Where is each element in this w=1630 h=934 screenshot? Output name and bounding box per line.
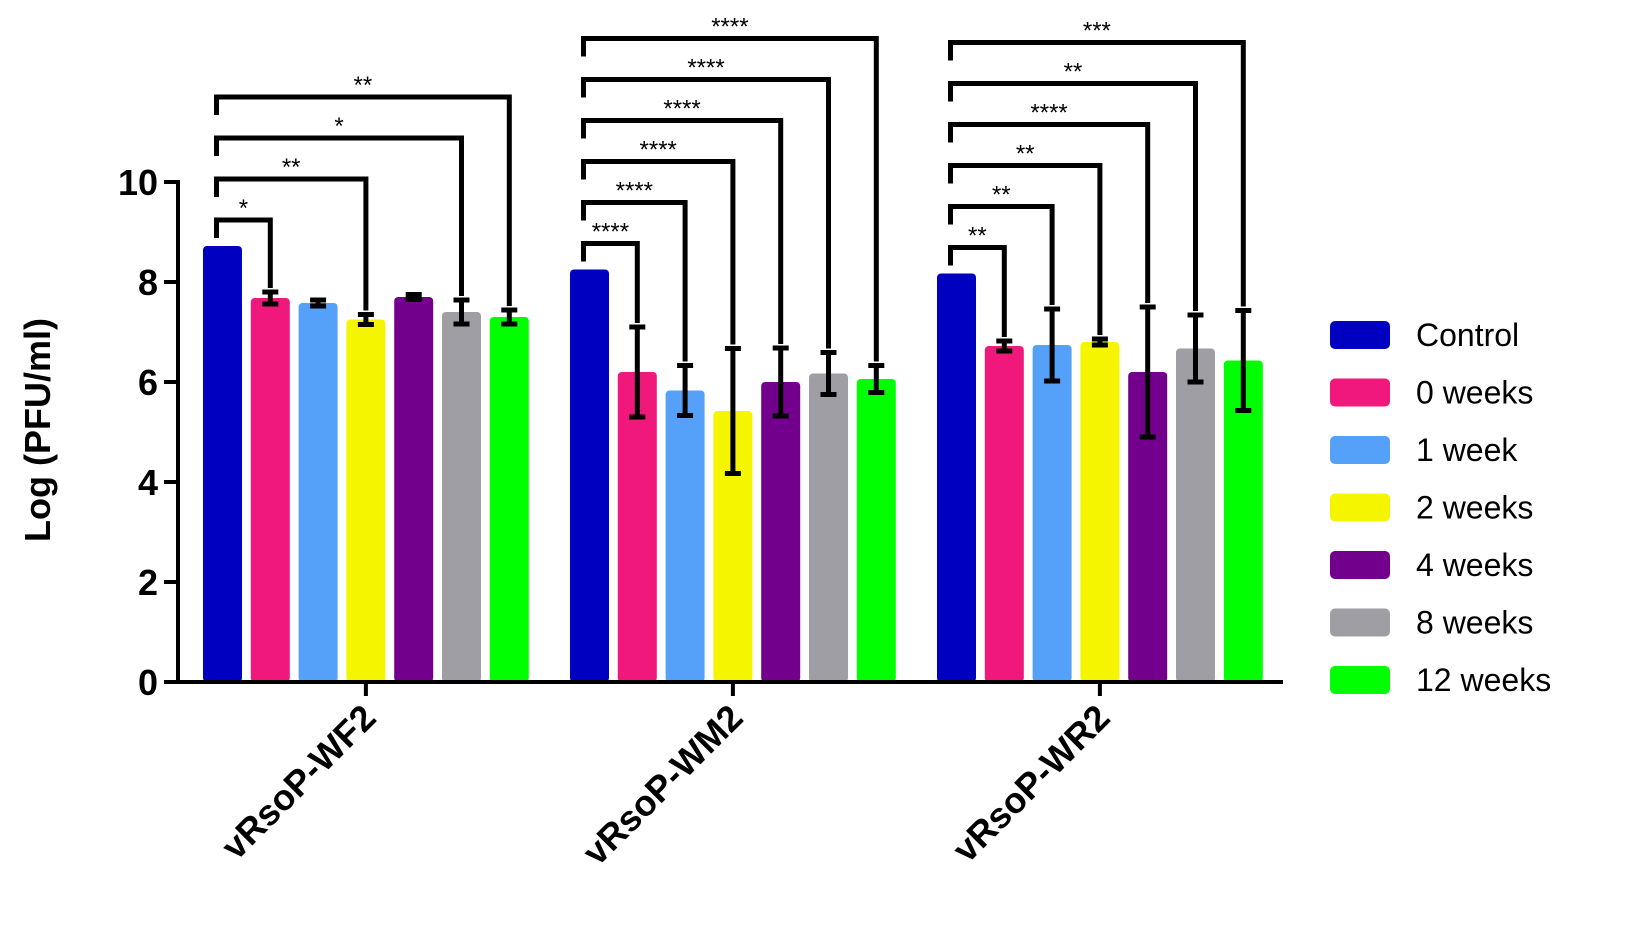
- bar-3-1: [937, 273, 976, 682]
- bar-1-1: [203, 246, 242, 682]
- x-category-label-1: vRsoP-WF2: [213, 697, 383, 867]
- bar-1-4: [346, 319, 386, 682]
- bar-3-5: [1128, 372, 1168, 682]
- sig-label-1-4: **: [354, 72, 373, 99]
- bar-3-7: [1223, 360, 1263, 682]
- bar-3-4: [1080, 342, 1120, 682]
- sig-bracket-3-3: [948, 163, 1103, 335]
- sig-label-3-2: **: [992, 182, 1011, 209]
- legend-swatch-6[interactable]: [1330, 608, 1390, 637]
- bar-2-5: [761, 382, 801, 682]
- sig-bracket-3-2: [948, 204, 1055, 305]
- y-tick-label-6: 6: [138, 362, 158, 403]
- sig-bracket-1-2: [214, 176, 369, 311]
- sig-bracket-3-5: [948, 81, 1198, 311]
- sig-label-1-2: **: [282, 154, 301, 181]
- sig-label-3-1: **: [968, 223, 987, 250]
- bars: [203, 246, 1263, 682]
- legend-label-4[interactable]: 2 weeks: [1416, 490, 1533, 526]
- sig-label-1-1: *: [239, 195, 248, 222]
- sig-bracket-2-2: [581, 200, 688, 362]
- bar-2-2: [617, 372, 657, 682]
- y-tick-label-4: 4: [138, 462, 158, 503]
- x-category-label-2: vRsoP-WM2: [574, 697, 750, 873]
- sig-bracket-2-1: [581, 241, 640, 323]
- sig-bracket-1-3: [214, 135, 464, 296]
- bar-1-7: [489, 317, 529, 682]
- sig-label-2-5: ****: [687, 55, 724, 82]
- sig-label-2-3: ****: [640, 137, 677, 164]
- legend-label-6[interactable]: 8 weeks: [1416, 605, 1533, 641]
- legend-swatch-2[interactable]: [1330, 378, 1390, 407]
- bar-2-6: [809, 373, 848, 682]
- legend-label-2[interactable]: 0 weeks: [1416, 375, 1533, 411]
- legend[interactable]: Control 0 weeks 1 week 2 weeks 4 weeks 8 week…: [1330, 317, 1551, 698]
- y-axis-ticks: 0 2 4 6 8 10: [118, 162, 178, 703]
- y-tick-label-0: 0: [138, 662, 158, 703]
- legend-swatch-4[interactable]: [1330, 493, 1390, 522]
- legend-swatch-5[interactable]: [1330, 551, 1390, 579]
- legend-swatch-1[interactable]: [1330, 321, 1390, 349]
- y-tick-label-10: 10: [118, 162, 158, 203]
- bar-3-2: [984, 346, 1024, 682]
- legend-swatch-3[interactable]: [1330, 436, 1390, 464]
- sig-label-2-1: ****: [592, 219, 629, 246]
- bar-2-1: [570, 269, 609, 682]
- sig-label-3-6: ***: [1083, 18, 1111, 45]
- significance-brackets: ****************************************…: [214, 14, 1246, 362]
- sig-label-2-2: ****: [616, 178, 653, 205]
- legend-label-5[interactable]: 4 weeks: [1416, 547, 1533, 583]
- bar-1-3: [298, 303, 338, 682]
- sig-label-1-3: *: [334, 113, 343, 140]
- sig-bracket-3-1: [948, 245, 1007, 337]
- bar-2-7: [856, 379, 896, 682]
- bar-2-3: [665, 390, 705, 682]
- bar-1-2: [250, 298, 290, 682]
- bar-1-6: [442, 312, 481, 682]
- sig-label-3-3: **: [1016, 141, 1035, 168]
- sig-bracket-2-4: [581, 118, 784, 344]
- sig-label-3-4: ****: [1030, 100, 1067, 127]
- y-tick-label-8: 8: [138, 262, 158, 303]
- sig-bracket-2-6: [581, 36, 879, 362]
- sig-label-2-6: ****: [711, 14, 748, 41]
- x-axis-category-labels: vRsoP-WF2 vRsoP-WM2 vRsoP-WR2: [213, 682, 1118, 873]
- sig-bracket-1-1: [214, 217, 273, 288]
- y-axis-label: Log (PFU/ml): [17, 318, 58, 542]
- sig-bracket-2-3: [581, 159, 736, 345]
- bar-3-3: [1032, 345, 1072, 682]
- sig-bracket-1-4: [214, 94, 512, 306]
- sig-bracket-2-5: [581, 77, 831, 349]
- legend-label-7[interactable]: 12 weeks: [1416, 662, 1551, 698]
- y-tick-label-2: 2: [138, 562, 158, 603]
- sig-bracket-3-4: [948, 122, 1151, 303]
- x-category-label-3: vRsoP-WR2: [944, 697, 1117, 870]
- error-bars: [262, 289, 1252, 476]
- legend-swatch-7[interactable]: [1330, 666, 1390, 694]
- sig-bracket-3-6: [948, 40, 1246, 307]
- bar-2-4: [713, 411, 753, 682]
- bar-3-6: [1176, 348, 1215, 682]
- bar-1-5: [394, 297, 434, 682]
- legend-label-1[interactable]: Control: [1416, 317, 1519, 353]
- sig-label-3-5: **: [1064, 59, 1083, 86]
- sig-label-2-4: ****: [663, 96, 700, 123]
- legend-label-3[interactable]: 1 week: [1416, 432, 1518, 468]
